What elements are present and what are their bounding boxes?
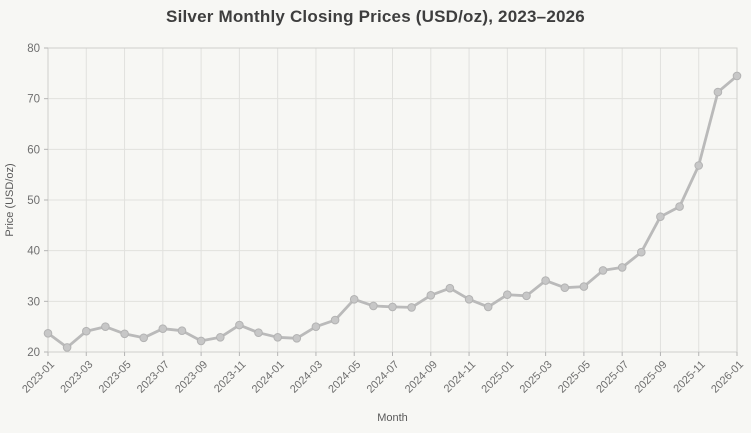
- x-tick-label: 2023-11: [212, 359, 248, 395]
- x-tick-label: 2025-01: [479, 359, 516, 396]
- data-point: [43, 329, 53, 338]
- data-point: [273, 333, 283, 342]
- x-tick-label: 2023-09: [173, 359, 210, 396]
- y-axis-title: Price (USD/oz): [4, 163, 16, 236]
- x-axis-title: Month: [377, 412, 408, 424]
- data-point: [637, 247, 646, 257]
- data-point: [464, 295, 474, 304]
- data-point: [62, 343, 72, 352]
- data-point: [369, 301, 378, 311]
- x-tick-label: 2025-09: [633, 359, 670, 396]
- x-tick-label: 2025-05: [556, 359, 593, 396]
- x-tick-label: 2024-05: [326, 359, 363, 396]
- data-point: [656, 212, 665, 221]
- data-point: [82, 326, 91, 336]
- x-tick-label: 2023-01: [20, 359, 57, 396]
- data-point: [445, 283, 455, 293]
- data-point: [483, 302, 493, 312]
- y-tick-label: 60: [27, 144, 40, 156]
- data-point: [158, 324, 168, 334]
- data-point: [235, 320, 244, 330]
- data-point: [713, 87, 723, 97]
- data-point: [541, 276, 550, 285]
- data-point: [388, 302, 397, 312]
- x-tick-label: 2024-01: [250, 359, 287, 396]
- y-tick-label: 70: [27, 94, 40, 106]
- data-point: [311, 322, 321, 332]
- data-point: [177, 326, 187, 336]
- data-point: [522, 291, 531, 301]
- x-tick-label: 2024-07: [365, 359, 402, 396]
- x-tick-label: 2025-07: [594, 359, 631, 396]
- data-point: [196, 336, 206, 346]
- data-point: [560, 283, 570, 293]
- data-point: [254, 328, 263, 338]
- y-tick-label: 50: [27, 195, 40, 207]
- data-point: [503, 290, 512, 300]
- x-tick-label: 2023-07: [135, 359, 172, 396]
- x-tick-label: 2025-11: [671, 359, 707, 395]
- data-point: [330, 315, 340, 325]
- x-tick-label: 2024-09: [403, 359, 440, 396]
- data-point: [292, 334, 302, 343]
- data-point: [407, 303, 416, 312]
- x-tick-label: 2024-03: [288, 359, 325, 396]
- x-tick-label: 2025-03: [518, 359, 555, 396]
- y-tick-label: 40: [27, 246, 40, 258]
- data-point: [694, 161, 704, 170]
- chart-title: Silver Monthly Closing Prices (USD/oz), …: [166, 7, 585, 26]
- data-point: [675, 202, 684, 211]
- x-tick-label: 2023-03: [58, 359, 95, 396]
- data-point: [349, 295, 359, 304]
- data-point: [101, 322, 110, 332]
- y-tick-label: 30: [27, 296, 40, 308]
- data-point: [426, 291, 436, 300]
- x-tick-label: 2023-05: [97, 359, 134, 396]
- data-point: [216, 333, 225, 342]
- y-tick-label: 20: [27, 347, 40, 359]
- data-point: [598, 266, 608, 275]
- y-tick-label: 80: [27, 43, 40, 55]
- data-point: [579, 282, 589, 291]
- data-point: [732, 71, 742, 81]
- data-point: [120, 329, 129, 339]
- data-point: [617, 263, 627, 272]
- x-tick-label: 2024-11: [442, 359, 478, 395]
- x-tick-label: 2026-01: [709, 359, 746, 396]
- data-point: [139, 333, 148, 343]
